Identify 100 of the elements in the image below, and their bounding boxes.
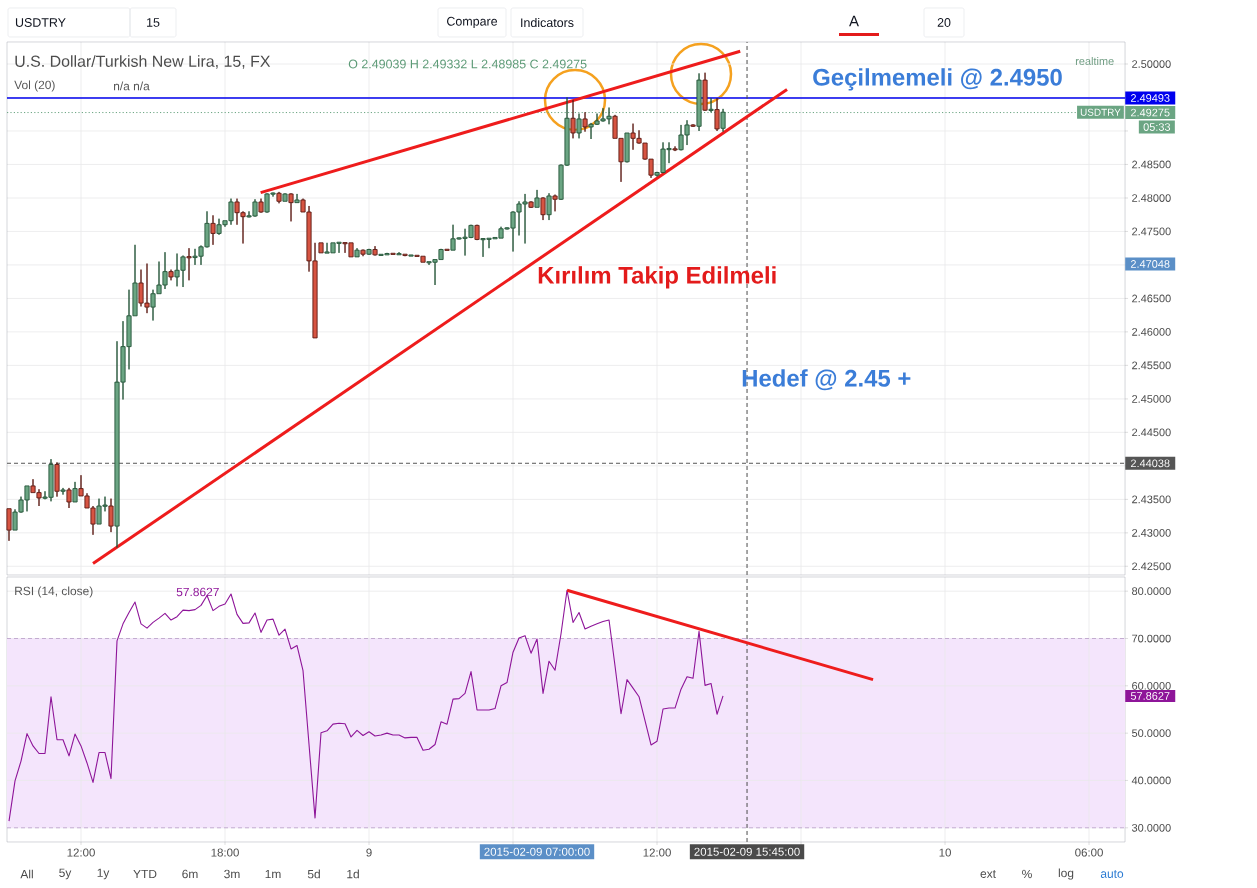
- candlestick: [528, 200, 534, 209]
- y-tick-label: 2.48000: [1132, 194, 1171, 202]
- y-tick-label: 2.45000: [1132, 395, 1171, 403]
- x-tick-label: 10: [939, 848, 951, 857]
- text: ext: [980, 870, 996, 878]
- y-tick-label: 2.43000: [1132, 528, 1171, 537]
- text: U.S. Dollar/Turkish New Lira, 15, FX: [15, 55, 271, 69]
- text: %: [1022, 869, 1032, 879]
- text: 57.8627: [1130, 692, 1170, 700]
- candlestick: [702, 72, 708, 112]
- annotation: Hedef @ 2.45 +: [742, 369, 911, 391]
- candlestick: [408, 254, 414, 257]
- text: A: [849, 15, 859, 27]
- x-tick-label: 06:00: [1075, 848, 1103, 857]
- text: YTD: [133, 869, 157, 879]
- candlestick: [444, 248, 450, 251]
- y-tick-label: 60.0000: [1132, 681, 1171, 690]
- annotation: USDTRY: [1080, 108, 1121, 116]
- text: 5d: [307, 869, 320, 879]
- y-tick-label: 2.42500: [1132, 562, 1171, 571]
- annotation: 57.8627: [176, 587, 219, 597]
- ref-line-label: 2.49275: [1130, 108, 1170, 117]
- y-tick-label: 30.0000: [1131, 823, 1171, 832]
- candlestick: [474, 224, 480, 241]
- y-tick-label: 40.0000: [1131, 776, 1171, 785]
- x-tick-label: 9: [366, 848, 372, 857]
- annotation: Kırılım Takip Edilmeli: [538, 266, 776, 289]
- candlestick: [690, 123, 696, 128]
- candlestick: [372, 245, 378, 256]
- annotation: n/a n/a: [114, 81, 150, 91]
- text: 1m: [265, 869, 281, 879]
- candlestick: [108, 498, 114, 533]
- y-tick-label: 2.44500: [1132, 428, 1171, 437]
- candlestick: [258, 198, 264, 214]
- y-tick-label: 70.0000: [1132, 634, 1171, 643]
- y-tick-label: 2.46000: [1132, 328, 1171, 336]
- y-tick-label: 2.45500: [1132, 361, 1171, 370]
- candlestick: [360, 249, 366, 257]
- candlestick: [6, 508, 12, 542]
- candlestick: [282, 192, 288, 202]
- text: 1y: [97, 868, 110, 880]
- text: 2015-02-09 07:00:00: [484, 847, 590, 856]
- candlestick: [54, 462, 60, 498]
- text: 20: [937, 18, 951, 27]
- candlestick: [366, 248, 372, 256]
- candlestick: [540, 196, 546, 221]
- text: 1d: [347, 869, 359, 879]
- x-tick-label: 18:00: [211, 848, 239, 857]
- candlestick: [354, 247, 360, 258]
- y-tick-label: 50.0000: [1132, 729, 1171, 738]
- y-tick-label: 80.0000: [1132, 587, 1171, 596]
- ref-line-label: 2.44038: [1130, 459, 1170, 468]
- candlestick: [720, 108, 726, 133]
- y-tick-label: 2.43500: [1132, 495, 1171, 504]
- ref-line-label: 2015-02-09 15:45:00: [694, 847, 800, 856]
- text: O 2.49039 H 2.49332 L 2.48985 C 2.49275: [348, 59, 587, 69]
- y-tick-label: 2.46500: [1132, 294, 1171, 303]
- candlestick: [552, 194, 558, 212]
- candlestick: [276, 191, 282, 204]
- annotation: Geçilmemeli @ 2.4950: [813, 68, 1062, 91]
- y-tick-label: 2.47500: [1132, 227, 1171, 236]
- candlestick: [390, 252, 396, 255]
- candlestick: [534, 189, 540, 208]
- candlestick: [168, 269, 174, 281]
- candlestick: [672, 145, 678, 152]
- text: RSI (14, close): [15, 586, 93, 598]
- x-tick-label: 12:00: [67, 848, 95, 857]
- text: 2.47048: [1130, 260, 1170, 268]
- text: USDTRY: [15, 18, 66, 27]
- candlestick: [396, 251, 402, 256]
- x-tick-label: 12:00: [643, 848, 671, 857]
- y-tick-label: 2.48500: [1132, 160, 1171, 169]
- text: 3m: [224, 869, 240, 879]
- candlestick: [72, 481, 78, 503]
- text: 15: [147, 18, 160, 27]
- candlestick: [210, 214, 216, 246]
- candlestick: [294, 193, 300, 204]
- text: 05:33: [1143, 123, 1171, 131]
- candlestick: [66, 487, 72, 509]
- candlestick: [60, 487, 66, 496]
- text: auto: [1100, 870, 1124, 878]
- candlestick: [714, 97, 720, 132]
- text: Indicators: [521, 17, 574, 28]
- text: All: [20, 869, 33, 879]
- text: Compare: [447, 16, 498, 29]
- annotation: Vol (20): [14, 80, 55, 92]
- ref-line-label: 2.49493: [1130, 94, 1170, 102]
- annotation: realtime: [1075, 56, 1114, 66]
- text: 5y: [59, 868, 72, 880]
- candlestick: [288, 192, 294, 222]
- candlestick: [570, 99, 576, 139]
- candlestick: [624, 132, 630, 163]
- text: log: [1058, 868, 1074, 880]
- text: 6m: [182, 869, 198, 879]
- y-tick-label: 2.50000: [1132, 60, 1171, 68]
- candlestick: [582, 111, 588, 133]
- candlestick: [402, 253, 408, 257]
- candlestick: [546, 192, 552, 221]
- candlestick: [186, 247, 192, 281]
- candlestick: [318, 242, 324, 254]
